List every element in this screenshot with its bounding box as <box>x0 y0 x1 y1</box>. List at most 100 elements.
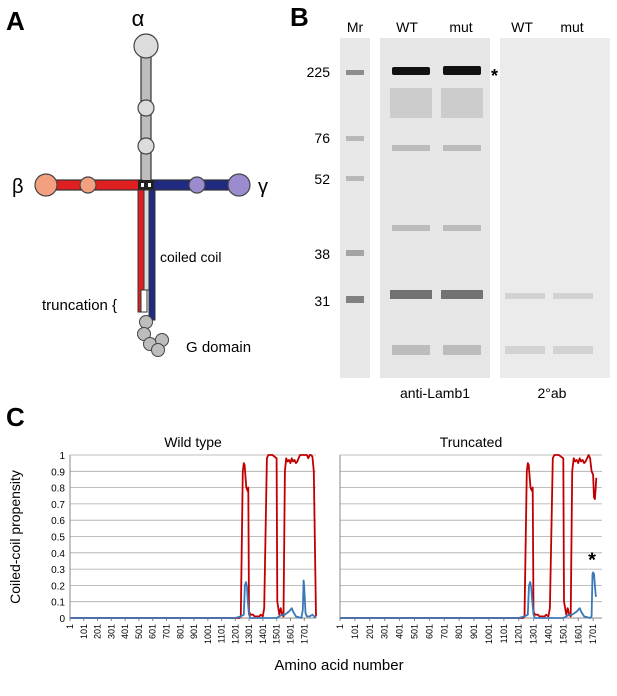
y-tick-label: 0.1 <box>51 598 65 609</box>
truncation-asterisk: * <box>588 549 596 571</box>
x-tick-label: 1201 <box>230 624 240 644</box>
x-tick-label: 1701 <box>588 624 598 644</box>
y-tick-label: 0.3 <box>51 565 65 576</box>
x-tick-label: 1401 <box>258 624 268 644</box>
x-tick-label: 601 <box>148 624 158 639</box>
x-tick-label: 1601 <box>573 624 583 644</box>
x-tick-label: 101 <box>79 624 89 639</box>
blot-secondary-ab <box>500 38 610 378</box>
coiled-coil-alpha <box>143 189 150 291</box>
x-tick-label: 1 <box>335 624 345 629</box>
x-tick-label: 1101 <box>217 624 227 643</box>
x-tick-label: 901 <box>189 624 199 639</box>
y-tick-label: 0.6 <box>51 516 65 527</box>
x-tick-label: 701 <box>439 624 449 639</box>
coiled-coil-label: coiled coil <box>160 249 221 265</box>
marker-225: 225 <box>307 64 331 80</box>
disulfide-junction <box>138 180 154 190</box>
y-tick-label: 0 <box>59 614 65 625</box>
x-tick-label: 1201 <box>514 624 524 644</box>
panel-letter-b: B <box>290 2 309 32</box>
x-tick-label: 201 <box>93 624 103 639</box>
x-tick-label: 501 <box>134 624 144 639</box>
series-line-blue <box>340 571 598 619</box>
truncation-region <box>140 289 148 313</box>
x-tick-label: 1501 <box>272 624 282 644</box>
marker-76: 76 <box>314 130 330 146</box>
x-tick-label: 1301 <box>529 624 539 644</box>
y-tick-label: 1 <box>59 451 65 462</box>
panel-letter-a: A <box>6 6 25 36</box>
y-tick-label: 0.9 <box>51 467 65 478</box>
x-tick-label: 701 <box>161 624 171 639</box>
x-tick-label: 1101 <box>499 624 509 643</box>
x-tick-label: 401 <box>395 624 405 639</box>
series-line-red <box>340 454 598 619</box>
x-tick-label: 1001 <box>484 624 494 644</box>
lane-label-mr: Mr <box>347 19 364 35</box>
blot-mr-lane <box>340 38 370 378</box>
alpha-domain-ball <box>133 33 159 59</box>
y-tick-label: 0.7 <box>51 500 65 511</box>
y-tick-label: 0.4 <box>51 549 65 560</box>
x-tick-label: 1601 <box>286 624 296 644</box>
x-tick-label: 301 <box>106 624 116 639</box>
y-axis-label: Coiled-coil propensity <box>7 470 23 604</box>
x-tick-label: 1501 <box>558 624 568 644</box>
alpha-domain-ball <box>137 99 155 117</box>
band-225-wt <box>392 67 430 75</box>
x-tick-label: 1401 <box>544 624 554 644</box>
beta-chain-label: β <box>12 176 24 198</box>
lane-label-mut-2: mut <box>560 19 583 35</box>
band-31-mut <box>441 290 483 299</box>
blot-label-secondary-ab: 2°ab <box>538 385 567 401</box>
lane-label-mut: mut <box>449 19 472 35</box>
y-tick-label: 0.2 <box>51 581 65 592</box>
gamma-chain-label: γ <box>258 176 268 198</box>
gamma-domain-ball <box>188 176 206 194</box>
marker-31: 31 <box>314 293 330 309</box>
x-tick-label: 501 <box>409 624 419 639</box>
panel-c: C Coiled-coil propensity Amino acid numb… <box>6 402 602 674</box>
g-domain <box>137 315 169 357</box>
x-tick-label: 201 <box>365 624 375 639</box>
g-domain-label: G domain <box>186 339 251 356</box>
coiled-coil-gamma <box>148 189 156 321</box>
x-tick-label: 301 <box>380 624 390 639</box>
band-225-mut <box>443 66 481 75</box>
marker-38: 38 <box>314 246 330 262</box>
lane-label-wt: WT <box>396 19 418 35</box>
x-tick-label: 1 <box>65 624 75 629</box>
x-tick-label: 901 <box>469 624 479 639</box>
y-tick-label: 0.5 <box>51 533 65 544</box>
chart-title: Wild type <box>164 434 222 450</box>
panel-letter-c: C <box>6 402 25 432</box>
x-tick-label: 401 <box>120 624 130 639</box>
alpha-domain-ball <box>137 137 155 155</box>
lane-label-wt-2: WT <box>511 19 533 35</box>
x-tick-label: 1001 <box>203 624 213 644</box>
beta-domain-ball <box>34 173 58 197</box>
blot-label-anti-lamb1: anti-Lamb1 <box>400 385 470 401</box>
x-tick-label: 801 <box>175 624 185 639</box>
beta-domain-ball <box>79 176 97 194</box>
y-tick-label: 0.8 <box>51 484 65 495</box>
x-tick-label: 1701 <box>299 624 309 644</box>
alpha-chain-label: α <box>132 6 145 31</box>
band-31-wt <box>390 290 432 299</box>
chart-title: Truncated <box>440 434 503 450</box>
panel-b: B Mr WT mut WT mut 225 76 52 38 31 * <box>290 2 610 401</box>
series-line-red <box>70 454 317 619</box>
x-tick-label: 1301 <box>244 624 254 644</box>
series-line-blue <box>70 579 317 619</box>
x-tick-label: 601 <box>424 624 434 639</box>
truncation-label: truncation { <box>42 297 117 314</box>
x-tick-label: 101 <box>350 624 360 639</box>
x-axis-label: Amino acid number <box>274 657 403 674</box>
band-asterisk: * <box>491 66 498 86</box>
x-tick-label: 801 <box>454 624 464 639</box>
marker-52: 52 <box>314 171 330 187</box>
